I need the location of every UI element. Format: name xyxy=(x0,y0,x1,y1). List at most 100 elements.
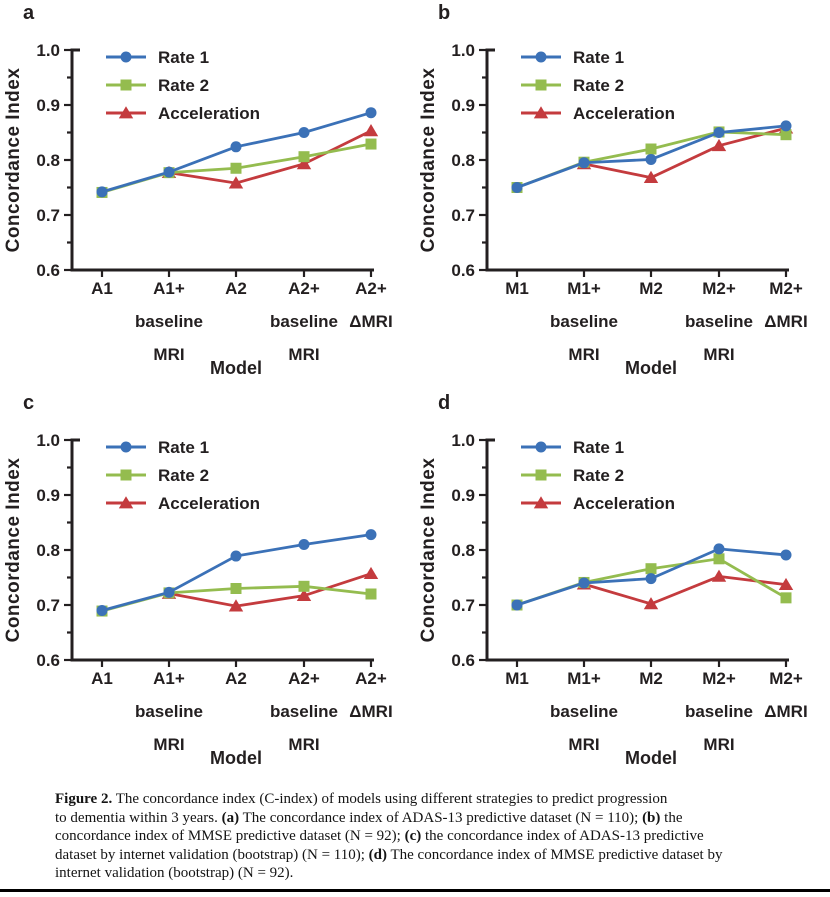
series-rate-1-marker xyxy=(163,586,175,598)
series-rate-1-marker xyxy=(230,141,242,153)
series-rate-1-marker xyxy=(163,166,175,178)
x-tick-label: A2 xyxy=(225,279,247,298)
axes xyxy=(70,438,374,662)
series-rate-1-marker xyxy=(230,550,242,562)
x-tick-label: baseline xyxy=(550,312,618,331)
series-acceleration xyxy=(161,566,379,612)
series-acceleration-marker xyxy=(363,124,379,137)
legend-label-acceleration: Acceleration xyxy=(573,494,675,513)
chart-panel-c: 1.0 0.9 0.8 0.7 0.6 A1 A1+ baseline MRI A2 A2+ base… xyxy=(3,431,393,768)
series-rate-1-marker xyxy=(365,107,377,119)
legend-label-rate-2: Rate 2 xyxy=(573,76,624,95)
legend-marker-rate-2 xyxy=(120,79,132,91)
series-acceleration-marker xyxy=(778,577,794,591)
x-tick-label: A1+ xyxy=(153,279,185,298)
axis-labels: 1.0 0.9 0.8 0.7 0.6 A1 A1+ baseline MRI A2 A2+ base… xyxy=(3,431,393,768)
series-rate-1-marker xyxy=(578,157,590,169)
series-rate-1-marker xyxy=(780,120,792,132)
y-axis-title: Concordance Index xyxy=(3,458,24,643)
y-tick-label: 1.0 xyxy=(36,431,60,450)
y-tick-label: 0.6 xyxy=(451,651,475,670)
legend-marker-rate-1 xyxy=(120,441,132,453)
x-tick-label: A1+ xyxy=(153,669,185,688)
y-tick-label: 0.6 xyxy=(36,261,60,280)
x-tick-label: MRI xyxy=(153,345,184,364)
x-tick-label: M2+ xyxy=(769,669,803,688)
legend-label-rate-2: Rate 2 xyxy=(158,76,209,95)
legend-label-acceleration: Acceleration xyxy=(158,104,260,123)
axes xyxy=(70,48,374,272)
series-rate-1-marker xyxy=(645,573,657,585)
panel-b-letter: b xyxy=(438,2,451,24)
series-rate-2-marker xyxy=(645,143,657,155)
legend-label-acceleration: Acceleration xyxy=(573,104,675,123)
series-rate-2-marker xyxy=(298,580,310,592)
caption-line: concordance index of MMSE predictive dat… xyxy=(55,828,704,845)
y-tick-label: 1.0 xyxy=(36,41,60,60)
series-rate-1 xyxy=(96,107,377,198)
axis-labels: 1.0 0.9 0.8 0.7 0.6 A1 A1+ baseline MRI A2 A2+ base… xyxy=(3,41,393,378)
x-tick-label: A2+ xyxy=(355,669,387,688)
series-acceleration-marker xyxy=(643,597,659,610)
series-acceleration-line xyxy=(583,574,787,606)
series-acceleration-line xyxy=(168,572,372,608)
axis-spines xyxy=(70,48,374,272)
series-rate-1 xyxy=(96,529,377,616)
x-axis-title: Model xyxy=(625,748,677,768)
series-rate-1-marker xyxy=(511,182,523,193)
axis-labels: 1.0 0.9 0.8 0.7 0.6 M1 M1+ baseline MRI M2 M2+ base… xyxy=(418,431,808,768)
x-tick-label: baseline xyxy=(270,312,338,331)
series-acceleration-marker xyxy=(711,138,727,152)
y-tick-label: 0.7 xyxy=(36,206,60,225)
x-tick-label: M1+ xyxy=(567,669,601,688)
series-rate-1-marker xyxy=(780,549,792,561)
x-tick-label: MRI xyxy=(153,735,184,754)
axis-spines xyxy=(70,438,374,662)
y-tick-label: 1.0 xyxy=(451,41,475,60)
series-rate-1-marker xyxy=(96,186,108,198)
x-tick-label: MRI xyxy=(703,345,734,364)
series-rate-1-marker xyxy=(645,153,657,165)
legend: Rate 1 Rate 2 Acceleration xyxy=(521,48,675,123)
x-tick-label: M2 xyxy=(639,279,663,298)
axis-labels: 1.0 0.9 0.8 0.7 0.6 M1 M1+ baseline MRI M2 M2+ base… xyxy=(418,41,808,378)
legend-marker-acceleration xyxy=(533,496,549,509)
legend-label-rate-1: Rate 1 xyxy=(158,438,209,457)
series-acceleration xyxy=(161,124,379,189)
x-tick-label: ΔMRI xyxy=(349,702,392,721)
y-tick-label: 0.7 xyxy=(36,596,60,615)
series-rate-2-marker xyxy=(780,129,792,141)
series-acceleration-marker xyxy=(296,157,312,170)
panel-c: 1.0 0.9 0.8 0.7 0.6 A1 A1+ baseline MRI A2 A2+ base… xyxy=(0,390,415,782)
legend-marker-acceleration xyxy=(118,106,134,119)
x-tick-label: M1 xyxy=(505,279,529,298)
legend-marker-acceleration xyxy=(533,106,549,119)
panel-a-letter: a xyxy=(23,2,35,24)
x-tick-label: baseline xyxy=(685,312,753,331)
x-tick-label: baseline xyxy=(135,702,203,721)
legend-marker-rate-1 xyxy=(535,51,547,63)
panel-c-letter: c xyxy=(23,392,35,414)
x-tick-label: A2 xyxy=(225,669,247,688)
chart-panel-d: 1.0 0.9 0.8 0.7 0.6 M1 M1+ baseline MRI M2 M2+ base… xyxy=(418,431,808,768)
series-acceleration-marker xyxy=(643,170,659,183)
legend-label-acceleration: Acceleration xyxy=(158,494,260,513)
series-acceleration xyxy=(576,569,794,610)
series-acceleration-line xyxy=(583,126,787,180)
caption-line: dataset by internet validation (bootstra… xyxy=(55,846,723,863)
x-tick-label: MRI xyxy=(288,735,319,754)
panel-d: 1.0 0.9 0.8 0.7 0.6 M1 M1+ baseline MRI M2 M2+ base… xyxy=(415,390,830,782)
legend-marker-acceleration xyxy=(118,496,134,509)
legend-label-rate-1: Rate 1 xyxy=(573,48,624,67)
series-rate-1-marker xyxy=(713,127,725,138)
x-tick-label: A2+ xyxy=(288,279,320,298)
y-tick-label: 0.9 xyxy=(36,486,60,505)
series-rate-1-marker xyxy=(578,577,590,589)
x-tick-label: M2+ xyxy=(702,669,736,688)
axis-ticks xyxy=(479,438,788,667)
axis-ticks xyxy=(64,438,373,667)
bottom-rule xyxy=(0,889,830,892)
x-tick-label: MRI xyxy=(703,735,734,754)
legend-marker-rate-1 xyxy=(120,51,132,63)
